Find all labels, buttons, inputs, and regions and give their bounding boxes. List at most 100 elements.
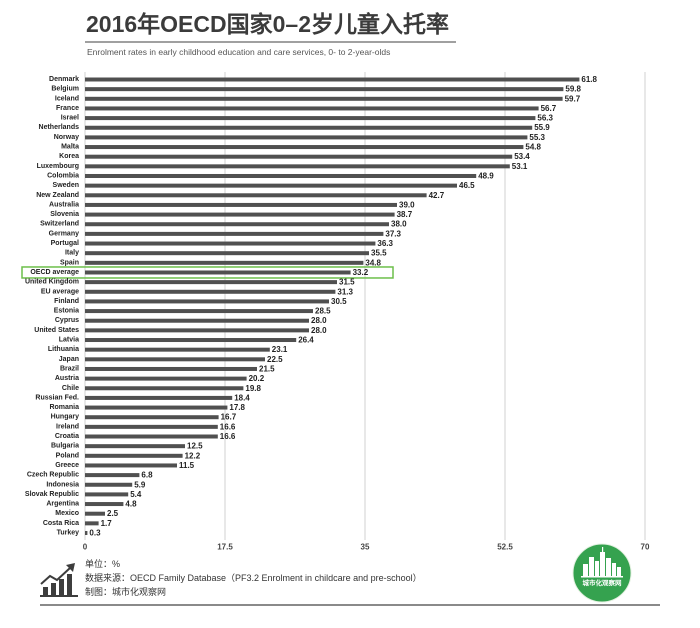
bar-switzerland: [85, 222, 389, 227]
value-label-cyprus: 28.0: [311, 316, 327, 325]
bar-hungary: [85, 415, 219, 420]
x-tick-label-17-5: 17.5: [217, 543, 233, 552]
bar-russian-fed: [85, 395, 233, 400]
x-tick-label-0: 0: [83, 543, 88, 552]
category-label-japan: Japan: [59, 356, 79, 363]
value-label-hungary: 16.7: [221, 413, 237, 422]
category-label-eu-average: EU average: [41, 288, 79, 295]
bar-france: [85, 106, 539, 111]
category-label-spain: Spain: [60, 259, 79, 266]
bar-brazil: [85, 366, 257, 371]
category-label-israel: Israel: [61, 115, 79, 122]
bar-ireland: [85, 424, 218, 429]
value-label-estonia: 28.5: [315, 307, 331, 316]
bar-bulgaria: [85, 444, 185, 449]
bar-colombia: [85, 173, 477, 178]
bar-mexico: [85, 511, 105, 516]
bar-austria: [85, 376, 247, 381]
category-label-indonesia: Indonesia: [46, 481, 79, 488]
category-label-korea: Korea: [59, 153, 79, 160]
value-label-ireland: 16.6: [220, 422, 236, 431]
value-label-united-kingdom: 31.5: [339, 278, 355, 287]
logo: 城市化观察网: [572, 543, 632, 603]
footer-divider: [40, 604, 660, 606]
skyline-icon: [581, 547, 623, 578]
category-label-united-kingdom: United Kingdom: [25, 279, 79, 286]
bar-portugal: [85, 241, 376, 246]
bar-denmark: [85, 77, 580, 82]
bar-finland: [85, 299, 329, 304]
bar-indonesia: [85, 482, 133, 487]
bar-sweden: [85, 183, 457, 188]
value-label-slovenia: 38.7: [397, 210, 413, 219]
category-label-iceland: Iceland: [55, 95, 79, 102]
category-label-italy: Italy: [65, 250, 79, 257]
value-label-sweden: 46.5: [459, 181, 475, 190]
category-label-bulgaria: Bulgaria: [51, 443, 79, 450]
city-skyline-logo-icon: 城市化观察网: [572, 543, 632, 603]
value-label-luxembourg: 53.1: [512, 162, 528, 171]
bar-poland: [85, 453, 183, 458]
value-label-croatia: 16.6: [220, 432, 236, 441]
value-label-spain: 34.8: [365, 258, 381, 267]
logo-text: 城市化观察网: [583, 578, 623, 587]
value-label-czech-republic: 6.8: [141, 471, 153, 480]
bar-belgium: [85, 87, 564, 92]
value-label-brazil: 21.5: [259, 364, 275, 373]
highlight-box: [21, 266, 394, 279]
value-label-russian-fed: 18.4: [234, 393, 250, 402]
bar-czech-republic: [85, 473, 140, 478]
category-label-norway: Norway: [54, 134, 79, 141]
category-label-croatia: Croatia: [55, 433, 79, 440]
x-tick-label-35: 35: [361, 543, 370, 552]
bar-australia: [85, 202, 397, 207]
bar-new-zealand: [85, 193, 427, 198]
footer-source: 数据来源：OECD Family Database（PF3.2 Enrolmen…: [85, 573, 422, 583]
value-label-chile: 19.8: [245, 384, 261, 393]
value-label-israel: 56.3: [537, 114, 553, 123]
bar-chile: [85, 386, 244, 391]
category-label-netherlands: Netherlands: [39, 124, 80, 131]
bar-costa-rica: [85, 521, 99, 526]
value-label-portugal: 36.3: [377, 239, 393, 248]
footer-unit: 单位：%: [85, 559, 121, 569]
category-label-turkey: Turkey: [57, 530, 80, 537]
bar-croatia: [85, 434, 218, 439]
bar-korea: [85, 154, 513, 159]
bar-spain: [85, 260, 364, 265]
category-label-ireland: Ireland: [56, 423, 79, 430]
x-tick-label-70: 70: [641, 543, 650, 552]
category-label-slovenia: Slovenia: [50, 211, 79, 218]
category-label-germany: Germany: [49, 230, 79, 237]
category-label-belgium: Belgium: [51, 86, 79, 93]
bar-latvia: [85, 338, 297, 343]
value-label-australia: 39.0: [399, 200, 415, 209]
value-label-turkey: 0.3: [89, 529, 101, 538]
category-label-estonia: Estonia: [54, 308, 79, 315]
category-label-france: France: [56, 105, 79, 112]
bar-luxembourg: [85, 164, 510, 169]
value-label-new-zealand: 42.7: [429, 191, 445, 200]
category-labels: Denmark Belgium Iceland France Israel Netherl…: [25, 76, 79, 537]
category-label-colombia: Colombia: [47, 172, 79, 179]
value-label-colombia: 48.9: [478, 171, 494, 180]
value-label-germany: 37.3: [385, 229, 401, 238]
value-label-romania: 17.8: [229, 403, 245, 412]
bar-eu-average: [85, 289, 336, 294]
bar-germany: [85, 231, 384, 236]
value-label-japan: 22.5: [267, 355, 283, 364]
value-label-belgium: 59.8: [565, 85, 581, 94]
footer: 单位：% 数据来源：OECD Family Database（PF3.2 Enr…: [85, 557, 422, 599]
category-label-luxembourg: Luxembourg: [37, 163, 79, 170]
value-label-finland: 30.5: [331, 297, 347, 306]
category-label-sweden: Sweden: [53, 182, 79, 189]
bars: [85, 77, 580, 535]
x-axis-ticks: 0 17.5 35 52.5 70: [83, 543, 650, 552]
value-labels: 61.859.859.7 56.756.355.955.354.853.453.1…: [89, 75, 597, 538]
bar-japan: [85, 357, 265, 362]
value-label-italy: 35.5: [371, 249, 387, 258]
value-label-lithuania: 23.1: [272, 345, 288, 354]
bar-iceland: [85, 96, 563, 101]
